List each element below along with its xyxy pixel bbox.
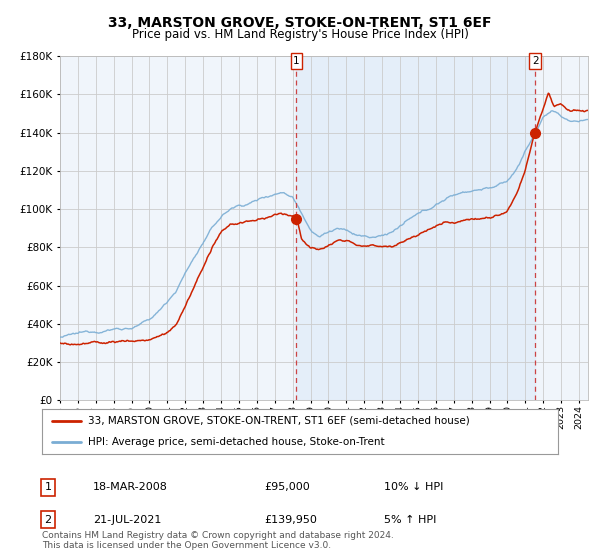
Text: 33, MARSTON GROVE, STOKE-ON-TRENT, ST1 6EF: 33, MARSTON GROVE, STOKE-ON-TRENT, ST1 6… xyxy=(108,16,492,30)
Text: 21-JUL-2021: 21-JUL-2021 xyxy=(93,515,161,525)
Text: £139,950: £139,950 xyxy=(264,515,317,525)
Text: 10% ↓ HPI: 10% ↓ HPI xyxy=(384,482,443,492)
Text: 2: 2 xyxy=(532,56,539,66)
Text: Contains HM Land Registry data © Crown copyright and database right 2024.
This d: Contains HM Land Registry data © Crown c… xyxy=(42,530,394,550)
Text: £95,000: £95,000 xyxy=(264,482,310,492)
Text: HPI: Average price, semi-detached house, Stoke-on-Trent: HPI: Average price, semi-detached house,… xyxy=(88,436,385,446)
Text: 33, MARSTON GROVE, STOKE-ON-TRENT, ST1 6EF (semi-detached house): 33, MARSTON GROVE, STOKE-ON-TRENT, ST1 6… xyxy=(88,416,470,426)
Text: 1: 1 xyxy=(44,482,52,492)
Bar xyxy=(296,56,535,400)
Text: 1: 1 xyxy=(293,56,300,66)
Text: 18-MAR-2008: 18-MAR-2008 xyxy=(93,482,168,492)
Text: 5% ↑ HPI: 5% ↑ HPI xyxy=(384,515,436,525)
Text: 2: 2 xyxy=(44,515,52,525)
Text: Price paid vs. HM Land Registry's House Price Index (HPI): Price paid vs. HM Land Registry's House … xyxy=(131,28,469,41)
